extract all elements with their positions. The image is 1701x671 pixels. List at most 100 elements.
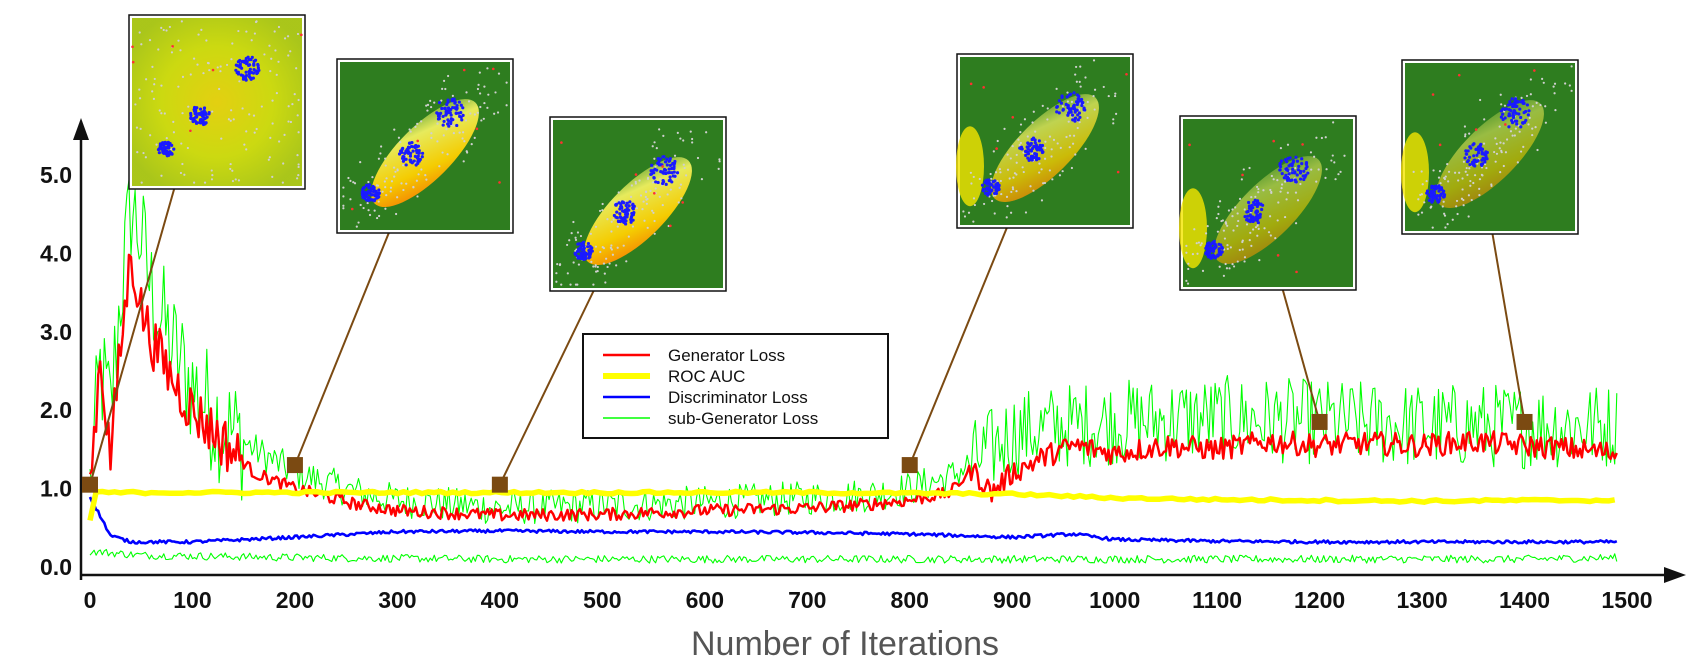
snapshot-sample-dot <box>1258 259 1261 262</box>
snapshot-sample-dot <box>177 39 180 42</box>
snapshot-sample-dot <box>220 137 223 140</box>
snapshot-sample-dot <box>1217 205 1220 208</box>
snapshot-sample-dot <box>1038 171 1041 174</box>
snapshot-sample-dot <box>1114 94 1117 98</box>
snapshot-sample-dot <box>287 105 290 108</box>
snapshot-sample-dot <box>682 163 685 166</box>
snapshot-cluster-dot <box>1057 99 1061 103</box>
snapshot-sample-dot <box>1019 141 1022 145</box>
snapshot-sample-dot <box>219 65 222 68</box>
snapshot-cluster-dot <box>449 121 453 126</box>
snapshot-sample-dot <box>230 58 233 61</box>
snapshot-sample-dot <box>1478 187 1481 190</box>
snapshot-sample-dot <box>999 171 1002 174</box>
snapshot-cluster-dot <box>1298 169 1303 173</box>
snapshot-cluster-dot <box>628 200 632 204</box>
snapshot-cluster-dot <box>1060 95 1064 99</box>
snapshot-sample-dot <box>442 79 446 82</box>
snapshot-sample-dot <box>1277 201 1280 204</box>
snapshot-sample-dot <box>160 112 163 115</box>
snapshot-sample-dot <box>1269 188 1272 192</box>
y-axis-arrow <box>73 118 89 140</box>
snapshot-sample-dot <box>962 210 965 213</box>
snapshot-sample-dot <box>1500 149 1503 152</box>
snapshot-sample-dot <box>1502 164 1505 168</box>
snapshot-sample-dot <box>1325 168 1328 171</box>
snapshot-sample-dot <box>992 194 995 197</box>
snapshot-cluster-dot <box>652 176 656 180</box>
snapshot-sample-dot <box>359 161 362 164</box>
snapshot-cluster-dot <box>1432 195 1436 200</box>
snapshot-cluster-dot <box>1297 164 1301 168</box>
snapshot-sample-dot <box>1469 184 1472 187</box>
snapshot-sample-dot <box>1505 138 1509 141</box>
snapshot-sample-dot <box>1206 225 1209 228</box>
snapshot-sample-dot <box>1245 223 1249 226</box>
series-line-roc-auc <box>87 488 1616 521</box>
snapshot-sample-dot <box>1330 159 1333 162</box>
snapshot-sample-dot <box>601 202 604 206</box>
snapshot-sample-dot <box>505 104 508 107</box>
snapshot-sample-dot <box>639 194 643 197</box>
snapshot-red-dot <box>1116 170 1120 174</box>
snapshot-sample-dot <box>375 184 378 187</box>
snapshot-sample-dot <box>275 91 278 95</box>
snapshot-cluster-dot <box>1037 157 1041 161</box>
snapshot-cluster-dot <box>1210 255 1214 259</box>
snapshot-sample-dot <box>466 151 469 154</box>
snapshot-sample-dot <box>1068 146 1071 149</box>
snapshot-sample-dot <box>1514 127 1517 130</box>
snapshot-sample-dot <box>1425 179 1428 183</box>
snapshot-sample-dot <box>1046 107 1049 110</box>
snapshot-sample-dot <box>389 186 393 189</box>
snapshot-sample-dot <box>1010 190 1013 194</box>
snapshot-sample-dot <box>1029 185 1032 188</box>
snapshot-sample-dot <box>393 128 396 131</box>
snapshot-cluster-dot <box>1435 185 1439 189</box>
snapshot-sample-dot <box>416 195 419 198</box>
snapshot-cluster-dot <box>1468 145 1472 149</box>
snapshot-cluster-dot <box>587 256 591 260</box>
snapshot-cluster-dot <box>1072 91 1076 95</box>
snapshot-sample-dot <box>442 134 445 137</box>
snapshot-cluster-dot <box>417 149 421 153</box>
x-tick-label: 1500 <box>1601 587 1652 613</box>
snapshot-sample-dot <box>1256 185 1259 189</box>
snapshot-sample-dot <box>625 260 628 263</box>
snapshot-sample-dot <box>970 182 973 185</box>
snapshot-sample-dot <box>1500 103 1503 106</box>
snapshot-sample-dot <box>412 186 415 189</box>
snapshot-cluster-dot <box>1258 215 1262 219</box>
snapshot-sample-dot <box>576 231 580 234</box>
snapshot-cluster-dot <box>1080 101 1084 105</box>
snapshot-cluster-dot <box>420 155 424 159</box>
snapshot-sample-dot <box>680 197 683 200</box>
snapshot-cluster-dot <box>192 117 196 121</box>
snapshot-cluster-dot <box>1209 247 1213 252</box>
snapshot-sample-dot <box>342 204 345 207</box>
snapshot-sample-dot <box>1071 142 1075 145</box>
snapshot-red-dot <box>1474 128 1478 131</box>
snapshot-sample-dot <box>271 99 274 102</box>
snapshot-sample-dot <box>1464 170 1467 173</box>
snapshot-sample-dot <box>441 87 444 90</box>
snapshot-cluster-dot <box>1026 141 1030 145</box>
snapshot-sample-dot <box>144 156 147 159</box>
snapshot-cluster-dot <box>1519 115 1523 120</box>
snapshot-sample-dot <box>1432 169 1435 172</box>
snapshot-sample-dot <box>1197 241 1201 244</box>
snapshot-sample-dot <box>1006 205 1009 208</box>
snapshot-cluster-dot <box>236 72 241 76</box>
snapshot-sample-dot <box>366 201 369 205</box>
snapshot-sample-dot <box>476 111 479 114</box>
snapshot-sample-dot <box>1191 253 1195 256</box>
snapshot-cluster-dot <box>404 163 408 167</box>
snapshot-cluster-dot <box>409 151 413 156</box>
snapshot-sample-dot <box>260 105 263 108</box>
snapshot-sample-dot <box>1283 180 1287 183</box>
snapshot-sample-dot <box>1420 211 1424 214</box>
legend-label-discriminator-loss: Discriminator Loss <box>668 388 808 407</box>
snapshot-sample-dot <box>353 182 357 185</box>
snapshot-cluster-dot <box>661 170 665 174</box>
snapshot-cluster-dot <box>1212 239 1216 243</box>
